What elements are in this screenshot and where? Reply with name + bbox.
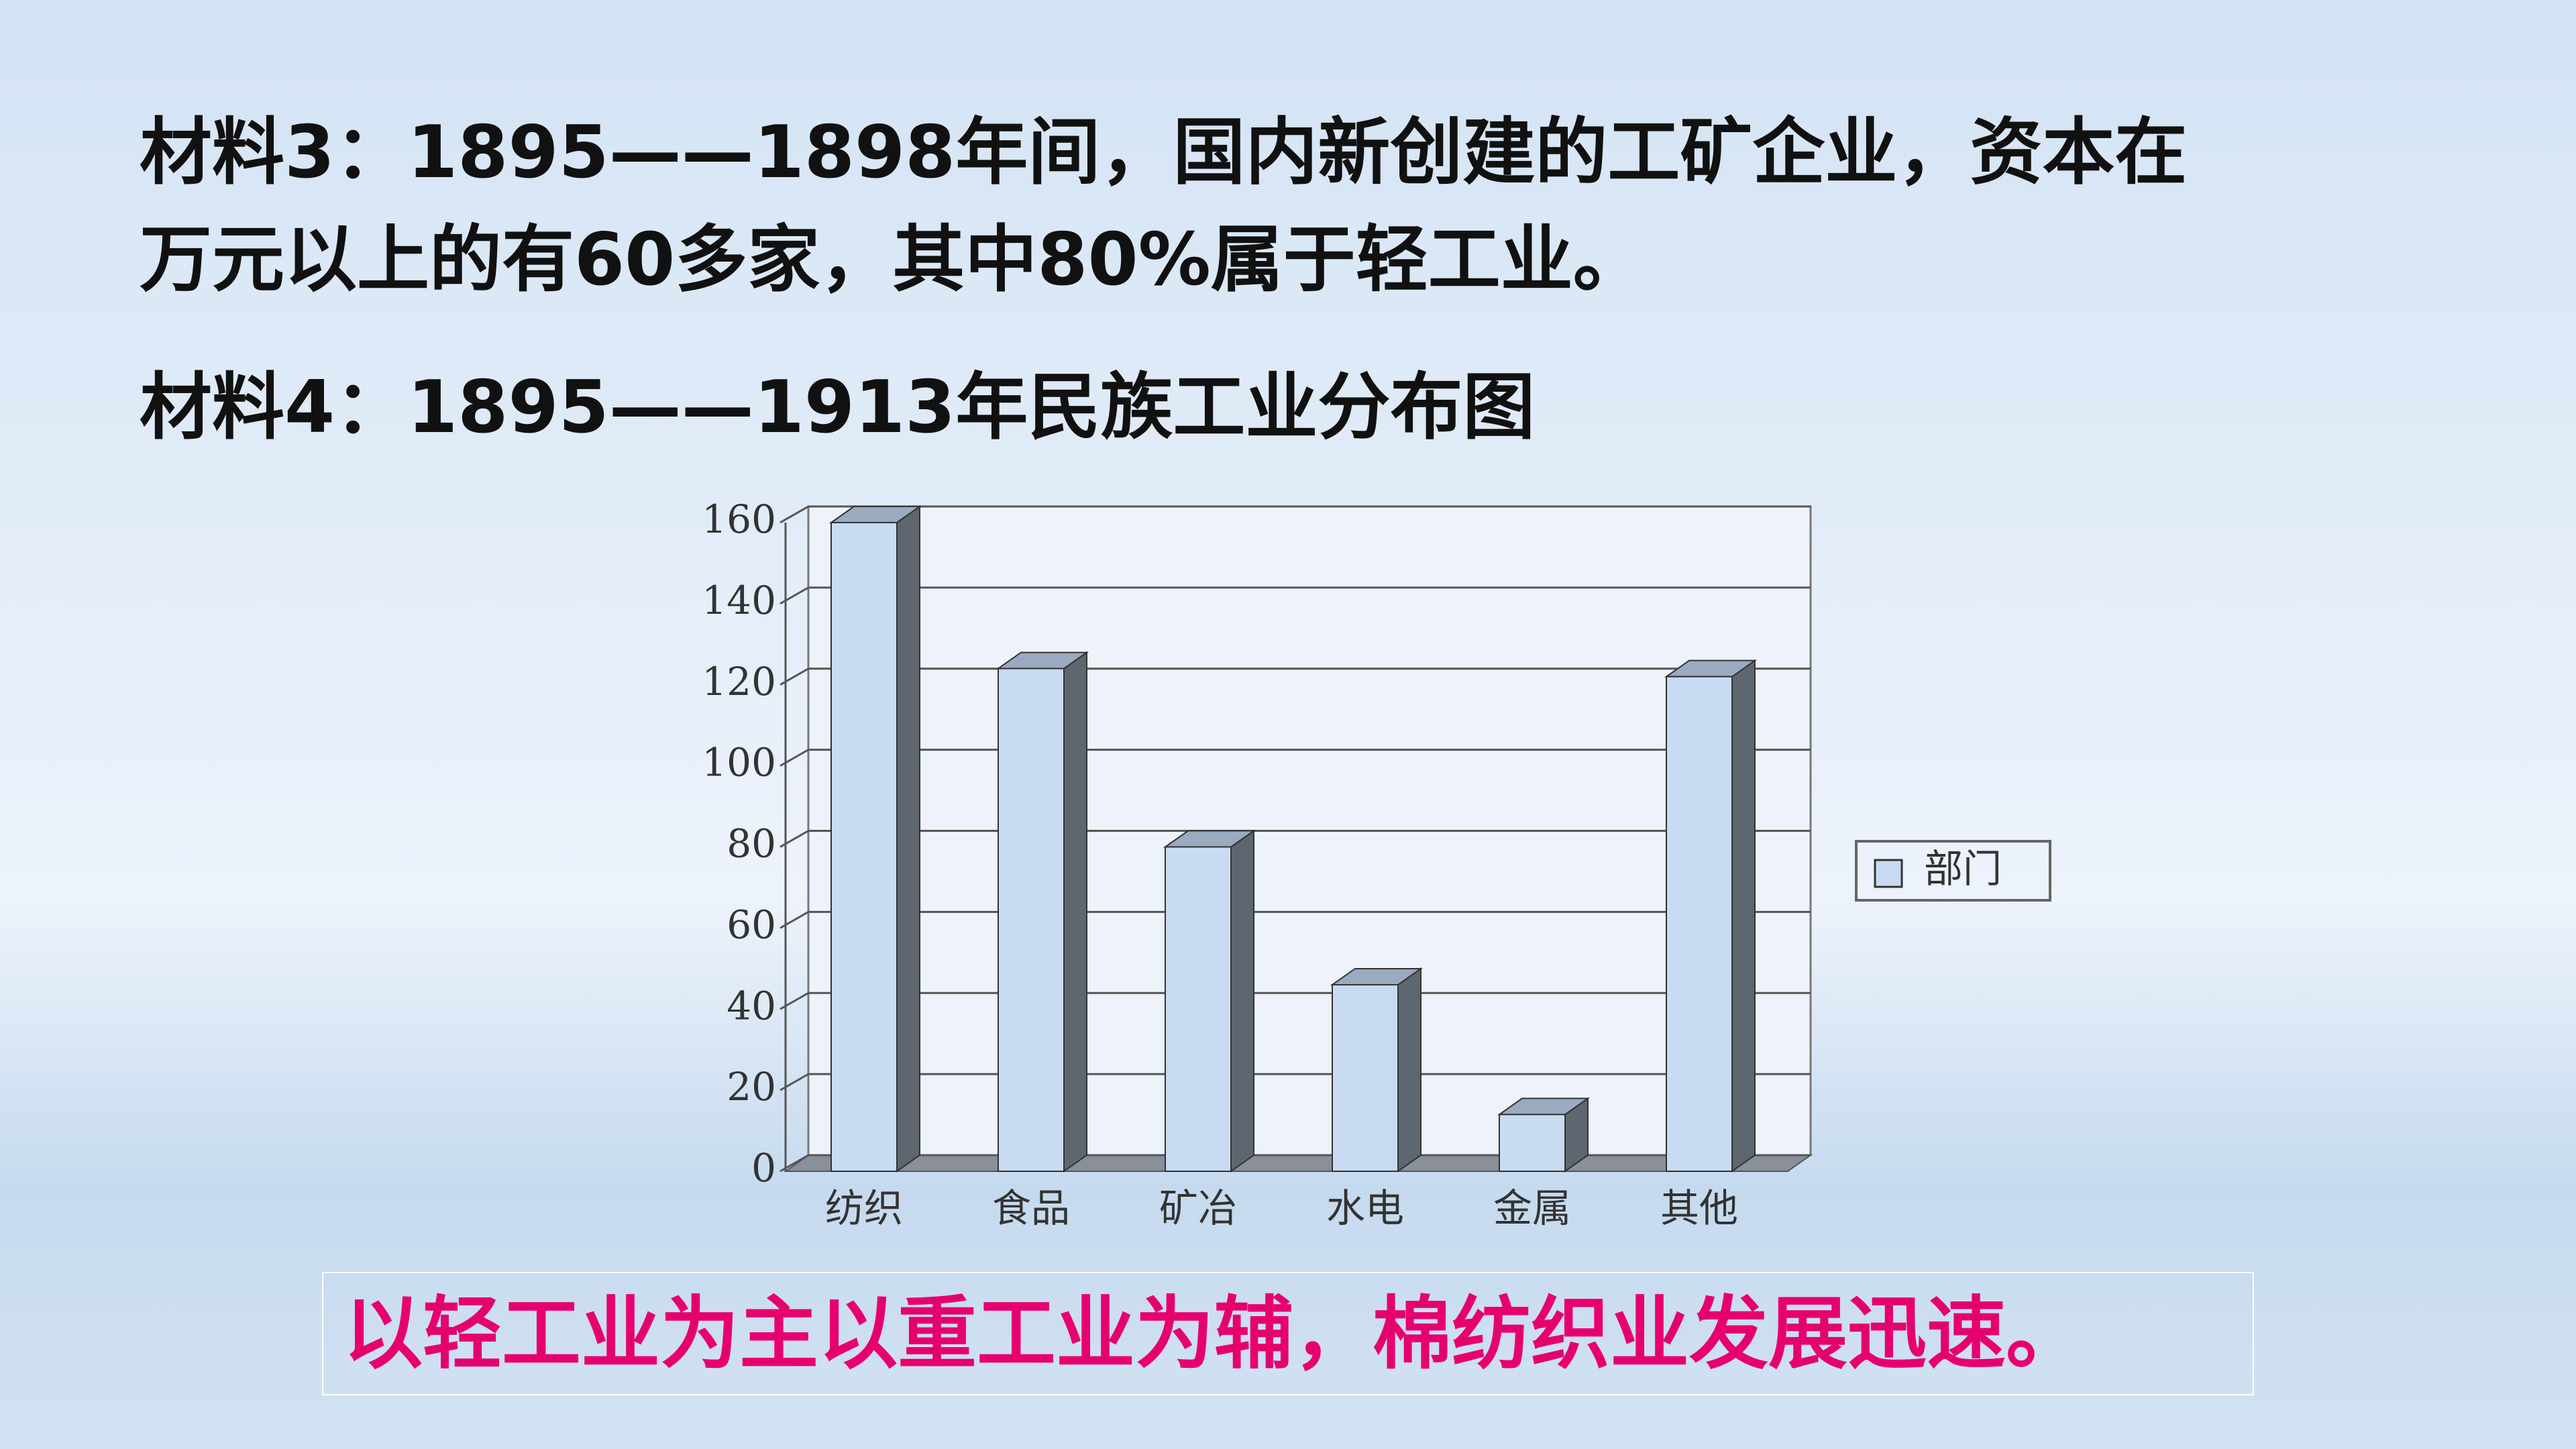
y-tick-label: 80 (727, 821, 776, 867)
y-tick-label: 40 (727, 983, 776, 1028)
tick-mark (780, 911, 809, 929)
y-tick-label: 140 (702, 578, 776, 623)
bar (998, 667, 1065, 1172)
x-tick-label: 矿冶 (1159, 1185, 1237, 1231)
bar-side (1063, 651, 1087, 1173)
legend-label: 部门 (1924, 846, 2002, 892)
x-tick-label: 金属 (1493, 1185, 1571, 1231)
tick-mark (780, 667, 809, 686)
legend-swatch (1874, 859, 1903, 888)
x-tick-label: 水电 (1326, 1185, 1404, 1231)
material-text: 材料3：1895——1898年间，国内新创建的工矿企业，资本在 (140, 111, 2188, 195)
tick-mark (780, 1154, 809, 1173)
x-tick-label: 食品 (992, 1185, 1070, 1231)
bar (1332, 983, 1399, 1173)
bar-side (1731, 659, 1756, 1173)
material-title: 材料4：1895——1913年民族工业分布图 (140, 366, 1536, 449)
conclusion: 以轻工业为主以重工业为辅，棉纺织业发展迅速。 (322, 1272, 2254, 1395)
tick-mark (780, 991, 809, 1010)
bar-side (896, 505, 920, 1173)
bar-side (1397, 967, 1421, 1173)
bar (1165, 846, 1232, 1172)
y-tick-label: 100 (702, 740, 776, 786)
x-tick-label: 纺织 (825, 1185, 903, 1231)
tick-mark (780, 1073, 809, 1091)
x-tick-label: 其他 (1660, 1185, 1738, 1231)
tick-mark (780, 505, 809, 524)
bar (1666, 676, 1733, 1172)
bar-side (1230, 829, 1254, 1173)
plot-floor (783, 1155, 1813, 1172)
y-tick-label: 60 (727, 902, 776, 947)
bar (1499, 1114, 1566, 1172)
y-tick-label: 0 (751, 1145, 776, 1191)
tick-mark (780, 749, 809, 767)
y-tick-label: 120 (702, 659, 776, 704)
tick-mark (780, 830, 809, 848)
legend-box (1855, 840, 2051, 902)
y-tick-label: 20 (727, 1064, 776, 1110)
tick-mark (780, 586, 809, 605)
material-text: 万元以上的有60多家，其中80%属于轻工业。 (140, 218, 1646, 302)
y-tick-label: 160 (702, 496, 776, 542)
bar (830, 522, 898, 1172)
